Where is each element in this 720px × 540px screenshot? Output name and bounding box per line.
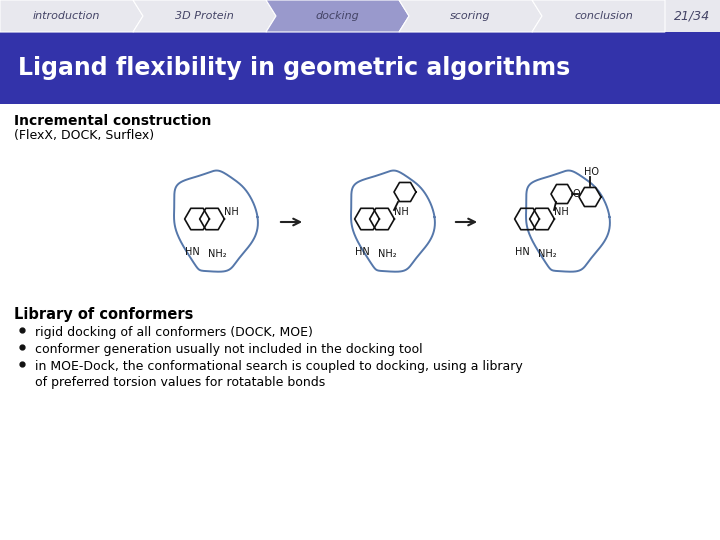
- Text: scoring: scoring: [450, 11, 491, 21]
- Text: NH₂: NH₂: [208, 249, 227, 259]
- Text: 3D Protein: 3D Protein: [175, 11, 234, 21]
- Text: conclusion: conclusion: [574, 11, 633, 21]
- Text: conformer generation usually not included in the docking tool: conformer generation usually not include…: [35, 343, 423, 356]
- Text: Incremental construction: Incremental construction: [14, 114, 212, 128]
- Text: NH: NH: [394, 207, 409, 217]
- Polygon shape: [266, 0, 409, 32]
- Text: HN: HN: [185, 247, 199, 257]
- Text: Ligand flexibility in geometric algorithms: Ligand flexibility in geometric algorith…: [18, 56, 570, 80]
- Text: HN: HN: [515, 247, 530, 257]
- Text: Library of conformers: Library of conformers: [14, 307, 194, 322]
- Text: of preferred torsion values for rotatable bonds: of preferred torsion values for rotatabl…: [35, 376, 325, 389]
- Text: NH: NH: [224, 207, 239, 217]
- Text: docking: docking: [315, 11, 359, 21]
- Text: introduction: introduction: [33, 11, 100, 21]
- Text: NH: NH: [554, 207, 569, 217]
- Text: NH₂: NH₂: [538, 249, 557, 259]
- FancyBboxPatch shape: [0, 32, 720, 104]
- Polygon shape: [133, 0, 276, 32]
- Polygon shape: [0, 0, 143, 32]
- Text: 21/34: 21/34: [675, 10, 711, 23]
- Polygon shape: [532, 0, 665, 32]
- Polygon shape: [399, 0, 542, 32]
- Text: O: O: [572, 189, 580, 199]
- Text: rigid docking of all conformers (DOCK, MOE): rigid docking of all conformers (DOCK, M…: [35, 326, 313, 339]
- Text: HN: HN: [355, 247, 370, 257]
- Text: HO: HO: [584, 167, 599, 177]
- Text: (FlexX, DOCK, Surflex): (FlexX, DOCK, Surflex): [14, 129, 154, 142]
- Text: NH₂: NH₂: [378, 249, 397, 259]
- FancyBboxPatch shape: [0, 0, 720, 32]
- Text: in MOE-Dock, the conformational search is coupled to docking, using a library: in MOE-Dock, the conformational search i…: [35, 360, 523, 373]
